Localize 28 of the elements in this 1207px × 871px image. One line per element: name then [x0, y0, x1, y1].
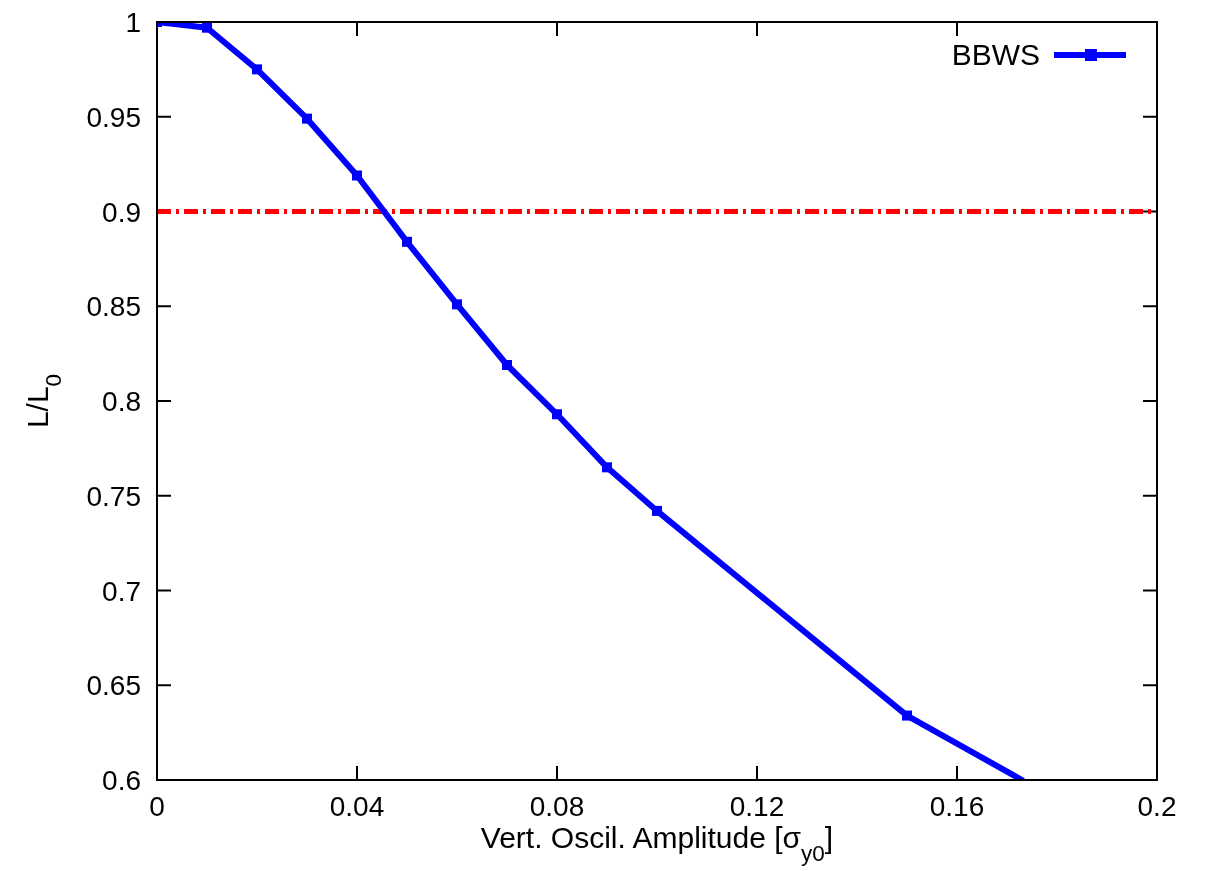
legend-label: BBWS	[951, 38, 1040, 71]
y-tick-label: 0.85	[86, 291, 141, 323]
point	[552, 409, 562, 420]
x-tick-label: 0.2	[1137, 791, 1177, 822]
y-tick-label: 0.9	[102, 196, 141, 228]
y-tick-label: 0.8	[102, 386, 141, 417]
point	[652, 505, 662, 516]
point	[452, 299, 462, 310]
x-tick-label: 0.04	[329, 791, 385, 822]
x-tick-label: 0.16	[929, 791, 985, 822]
point	[902, 710, 912, 721]
x-tick-label: 0.08	[529, 791, 585, 822]
point	[402, 236, 412, 247]
point	[202, 22, 212, 33]
x-axis-title: Vert. Oscil. Amplitude [σ$_{y0}$]	[480, 821, 834, 866]
y-tick-label: 0.65	[86, 670, 141, 702]
y-tick-label: 1	[125, 7, 141, 38]
x-tick-label: 0	[149, 791, 165, 822]
point	[302, 113, 312, 124]
y-tick-label: 0.6	[102, 765, 141, 796]
point	[352, 170, 362, 181]
y-tick-label: 0.75	[86, 480, 141, 512]
y-tick-label: 0.95	[86, 101, 141, 133]
point	[252, 64, 262, 75]
point	[602, 462, 612, 473]
y-tick-label: 0.7	[102, 575, 141, 607]
x-tick-label: 0.12	[729, 791, 785, 822]
point	[502, 360, 512, 370]
